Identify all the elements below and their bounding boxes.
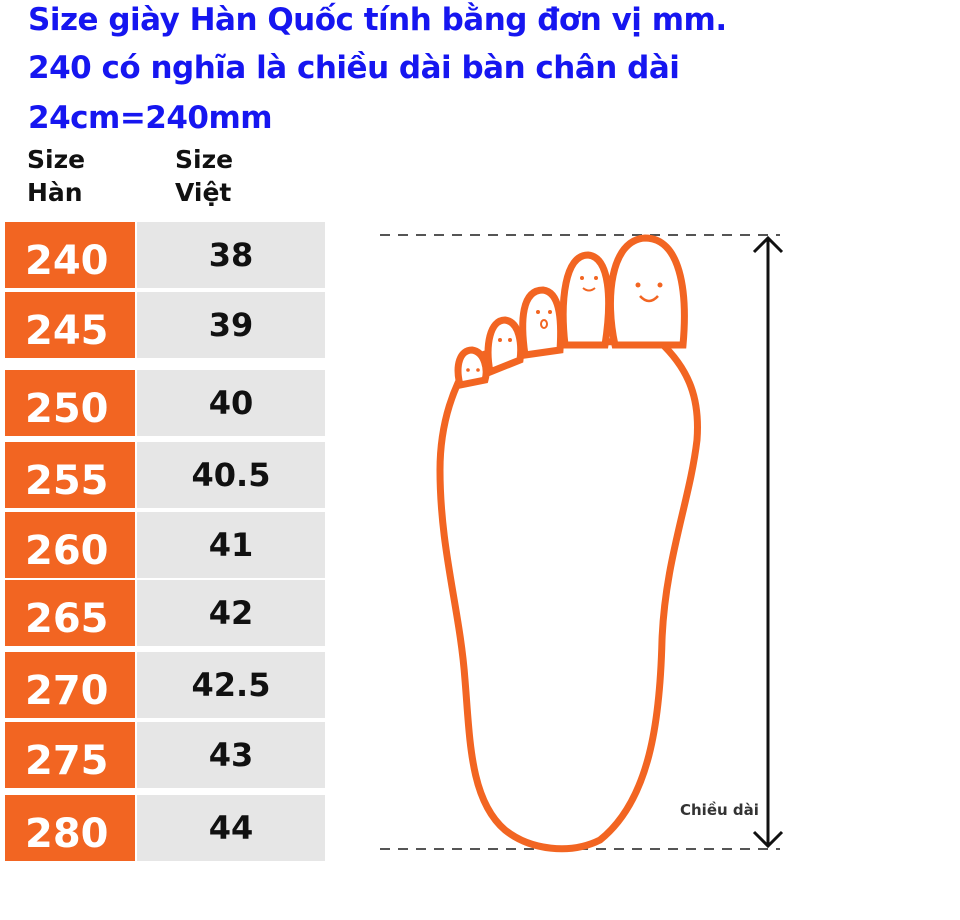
- table-row: 250 40: [5, 370, 325, 436]
- korea-size-cell: 260: [5, 512, 135, 578]
- length-label: Chiều dài: [680, 801, 759, 819]
- header-korea-size: Size Hàn: [27, 145, 85, 207]
- title-line-3: 24cm=240mm: [28, 100, 273, 136]
- korea-size-cell: 245: [5, 292, 135, 358]
- korea-size-cell: 265: [5, 580, 135, 646]
- korea-size-cell: 255: [5, 442, 135, 508]
- header-korea-line2: Hàn: [27, 178, 83, 207]
- table-row: 265 42: [5, 580, 325, 646]
- vietnam-size-cell: 43: [137, 722, 325, 788]
- vietnam-size-cell: 40: [137, 370, 325, 436]
- toe-4: [484, 316, 525, 377]
- table-row: 245 39: [5, 292, 325, 358]
- title-line-1: Size giày Hàn Quốc tính bằng đơn vị mm.: [28, 2, 727, 38]
- toe-5: [454, 346, 490, 390]
- length-arrow-icon: [752, 235, 784, 849]
- korea-size-cell: 240: [5, 222, 135, 288]
- vietnam-size-cell: 44: [137, 795, 325, 861]
- header-vietnam-line2: Việt: [175, 178, 232, 207]
- table-row: 280 44: [5, 795, 325, 861]
- title-line-2: 240 có nghĩa là chiều dài bàn chân dài: [28, 50, 680, 86]
- vietnam-size-cell: 40.5: [137, 442, 325, 508]
- vietnam-size-cell: 42.5: [137, 652, 325, 718]
- korea-size-cell: 280: [5, 795, 135, 861]
- table-row: 255 40.5: [5, 442, 325, 508]
- foot-outline-icon: [436, 234, 701, 853]
- header-vietnam-line1: Size: [175, 145, 234, 174]
- vietnam-size-cell: 39: [137, 292, 325, 358]
- table-row: 260 41: [5, 512, 325, 578]
- table-row: 270 42.5: [5, 652, 325, 718]
- toe-2: [559, 251, 613, 349]
- korea-size-cell: 270: [5, 652, 135, 718]
- vietnam-size-cell: 38: [137, 222, 325, 288]
- header-vietnam-size: Size Việt: [175, 145, 233, 207]
- table-row: 240 38: [5, 222, 325, 288]
- korea-size-cell: 275: [5, 722, 135, 788]
- korea-size-cell: 250: [5, 370, 135, 436]
- vietnam-size-cell: 41: [137, 512, 325, 578]
- vietnam-size-cell: 42: [137, 580, 325, 646]
- toe-faces: [466, 276, 663, 372]
- header-korea-line1: Size: [27, 145, 86, 174]
- big-toe: [607, 234, 688, 349]
- table-row: 275 43: [5, 722, 325, 788]
